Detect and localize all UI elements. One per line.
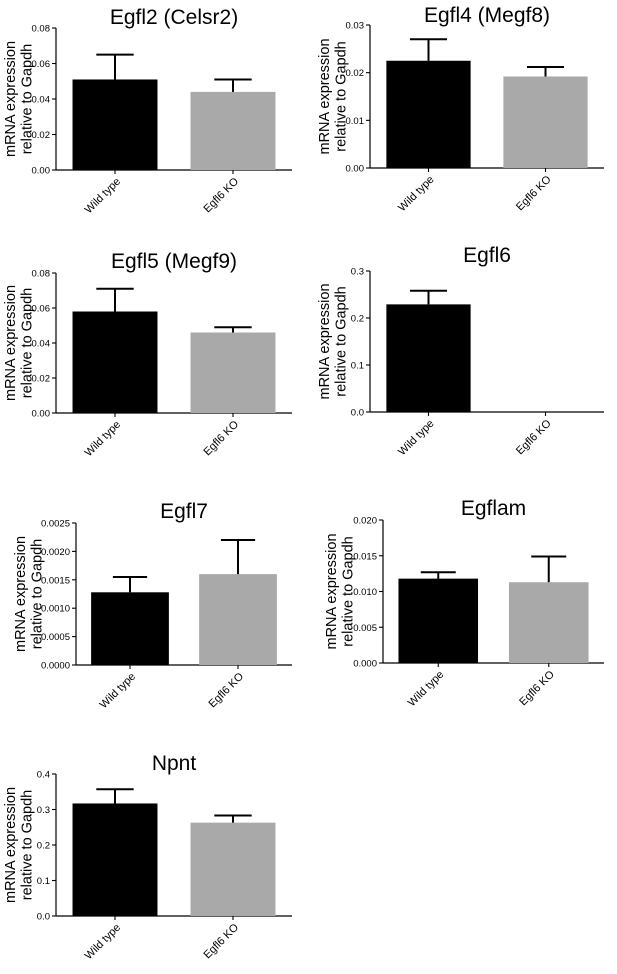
- y-tick-label: 0.0005: [41, 632, 70, 643]
- x-tick-label: Egfl6 KO: [202, 921, 242, 961]
- bar-wild-type: [72, 311, 158, 413]
- x-tick-label: Egfl6 KO: [514, 173, 554, 213]
- y-tick-label: 0.04: [32, 339, 51, 350]
- y-tick-label: 0.0000: [41, 661, 70, 672]
- y-tick-label: 0.0010: [41, 604, 70, 615]
- y-tick-label: 0.0020: [41, 547, 70, 558]
- y-axis-label: mRNA expressionrelative to Gapdh: [3, 787, 36, 903]
- bar-egfl6-ko: [503, 76, 588, 168]
- chart-egfl2: Egfl2 (Celsr2) mRNA expressionrelative to…: [3, 6, 292, 216]
- y-axis-label: mRNA expressionrelative to Gapdh: [317, 38, 350, 154]
- x-tick-label: Wild type: [406, 669, 446, 709]
- y-tick-label: 0.1: [37, 876, 50, 887]
- y-tick-label: 0.0: [37, 912, 50, 923]
- y-tick-label: 0.015: [353, 551, 377, 562]
- y-tick-label: 0.0025: [41, 519, 70, 530]
- y-tick-label: 0.00: [32, 166, 51, 177]
- y-tick-label: 0.02: [32, 374, 51, 385]
- y-axis-label: mRNA expressionrelative to Gapdh: [324, 533, 357, 649]
- chart-egfl6: Egfl6 mRNA expressionrelative to Gapdh0.0…: [317, 244, 604, 458]
- x-tick-label: Egfl6 KO: [202, 418, 242, 458]
- x-tick-label: Wild type: [83, 922, 123, 962]
- y-tick-label: 0.3: [351, 267, 364, 278]
- chart-title: Egfl2 (Celsr2): [110, 6, 238, 29]
- x-tick-label: Egfl6 KO: [517, 668, 557, 708]
- y-axis-label: mRNA expressionrelative to Gapdh: [13, 536, 46, 652]
- bar-wild-type: [398, 578, 479, 663]
- x-tick-label: Egfl6 KO: [202, 175, 242, 215]
- y-tick-label: 0.005: [353, 623, 377, 634]
- x-tick-label: Wild type: [396, 174, 436, 214]
- bar-wild-type: [386, 60, 471, 168]
- bar-egfl6-ko: [190, 91, 276, 170]
- chart-title: Egfl6: [463, 244, 511, 267]
- x-tick-label: Wild type: [98, 671, 138, 711]
- y-tick-label: 0.02: [32, 130, 51, 141]
- y-tick-label: 0.06: [32, 304, 51, 315]
- bar-wild-type: [72, 803, 158, 916]
- y-axis-label: mRNA expressionrelative to Gapdh: [317, 283, 350, 399]
- y-tick-label: 0.08: [32, 24, 51, 35]
- y-tick-label: 0.000: [353, 659, 377, 670]
- y-tick-label: 0.01: [346, 116, 365, 127]
- y-tick-label: 0.2: [37, 841, 50, 852]
- y-tick-label: 0.08: [32, 269, 51, 280]
- y-tick-label: 0.020: [353, 516, 377, 527]
- bar-wild-type: [72, 79, 158, 170]
- bar-egfl6-ko: [190, 822, 276, 916]
- chart-egfl4: Egfl4 (Megf8) mRNA expressionrelative to …: [317, 4, 604, 214]
- bar-egfl6-ko: [190, 332, 276, 413]
- y-tick-label: 0.03: [346, 21, 365, 32]
- x-tick-label: Egfl6 KO: [514, 417, 554, 457]
- y-tick-label: 0.1: [351, 361, 364, 372]
- bar-wild-type: [91, 592, 169, 665]
- y-tick-label: 0.00: [32, 409, 51, 420]
- y-axis-label: mRNA expressionrelative to Gapdh: [3, 285, 36, 401]
- chart-title: Npnt: [152, 752, 197, 775]
- y-tick-label: 0.06: [32, 59, 51, 70]
- y-tick-label: 0.2: [351, 314, 364, 325]
- x-tick-label: Wild type: [83, 419, 123, 459]
- x-tick-label: Wild type: [83, 176, 123, 216]
- y-tick-label: 0.02: [346, 68, 365, 79]
- y-tick-label: 0.4: [37, 770, 50, 781]
- x-tick-label: Wild type: [396, 418, 436, 458]
- y-tick-label: 0.0015: [41, 575, 70, 586]
- chart-egfl5: Egfl5 (Megf9) mRNA expressionrelative to …: [3, 250, 292, 459]
- chart-title: Egfl4 (Megf8): [424, 4, 550, 27]
- bar-wild-type: [386, 304, 471, 412]
- chart-title: Egfl5 (Megf9): [111, 250, 237, 273]
- bar-egfl6-ko: [508, 582, 589, 663]
- y-tick-label: 0.00: [346, 164, 365, 175]
- chart-title: Egfl7: [160, 500, 208, 523]
- x-tick-label: Egfl6 KO: [207, 670, 247, 710]
- y-axis-label: mRNA expressionrelative to Gapdh: [3, 41, 36, 157]
- y-tick-label: 0.04: [32, 95, 51, 106]
- bar-egfl6-ko: [199, 574, 277, 665]
- y-tick-label: 0.010: [353, 587, 377, 598]
- chart-title: Egflam: [461, 497, 526, 520]
- y-tick-label: 0.3: [37, 805, 50, 816]
- y-tick-label: 0.0: [351, 408, 364, 419]
